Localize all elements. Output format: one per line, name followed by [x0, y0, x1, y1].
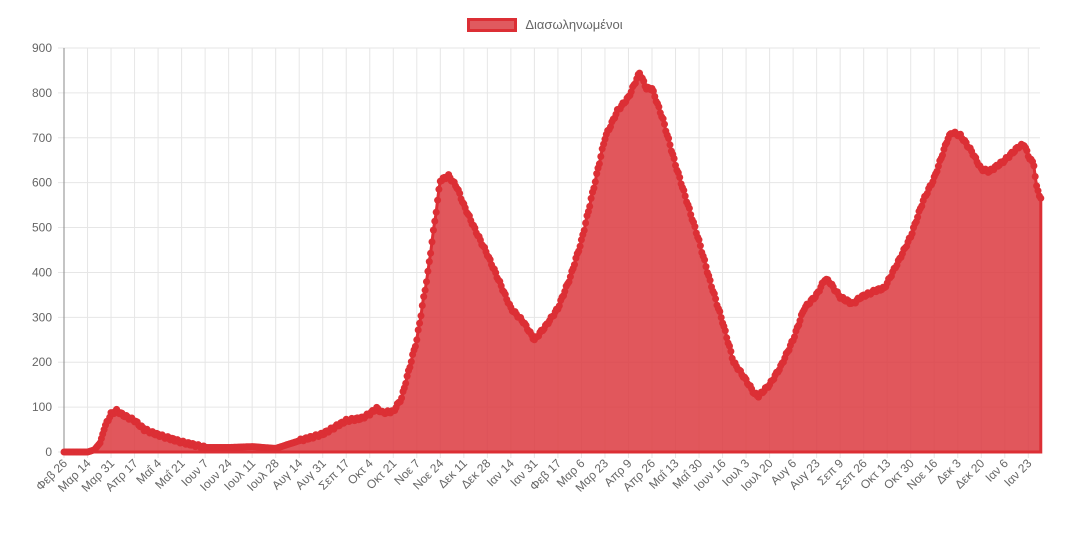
- y-tick-label: 100: [32, 400, 52, 414]
- y-tick-label: 800: [32, 86, 52, 100]
- data-area: [64, 70, 1043, 454]
- y-tick-label: 0: [45, 445, 52, 459]
- legend-swatch: [467, 17, 518, 32]
- data-points: [60, 69, 1045, 456]
- legend-label: Διασωληνωμένοι: [525, 17, 623, 32]
- y-tick-label: 700: [32, 131, 52, 145]
- x-tick-label: Ιαν 23: [1001, 456, 1034, 489]
- y-tick-label: 900: [32, 41, 52, 55]
- y-tick-label: 300: [32, 310, 52, 324]
- y-axis-ticks: 0 100 200 300 400 500 600 700 800 900: [32, 41, 52, 459]
- legend[interactable]: Διασωληνωμένοι: [0, 17, 1082, 32]
- y-tick-label: 200: [32, 355, 52, 369]
- y-tick-label: 600: [32, 176, 52, 190]
- y-tick-label: 400: [32, 265, 52, 279]
- y-tick-label: 500: [32, 221, 52, 235]
